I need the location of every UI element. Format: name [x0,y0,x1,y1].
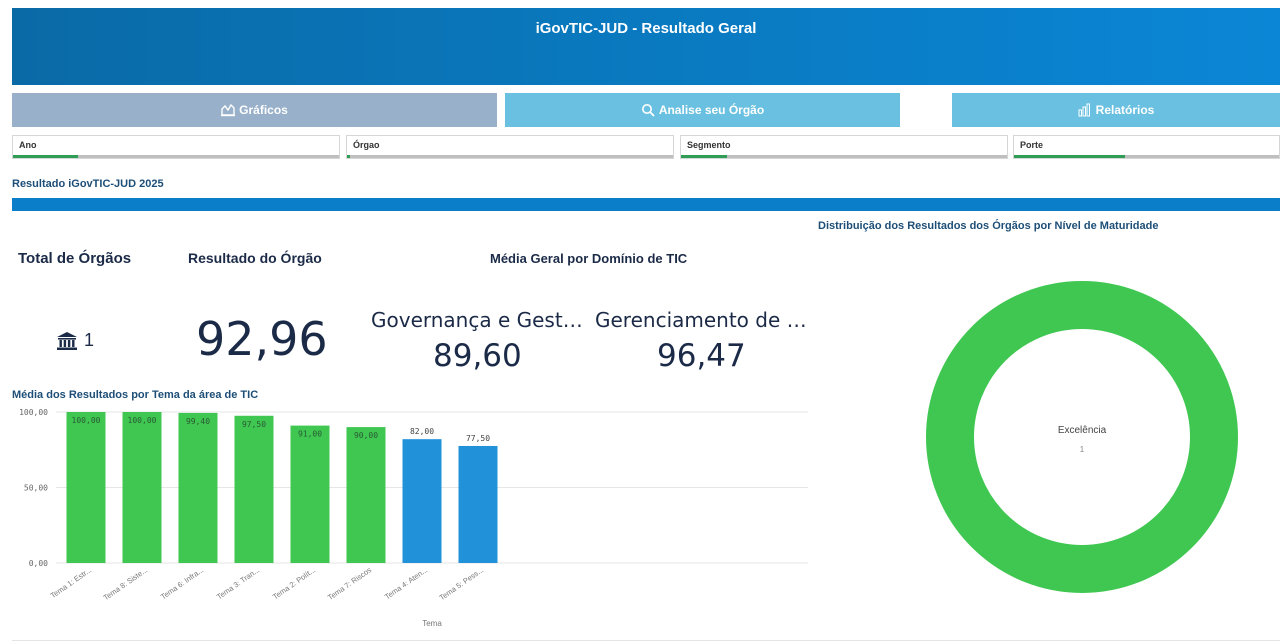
donut-slice[interactable] [926,281,1238,593]
tab-relatorios[interactable]: Relatórios [952,93,1280,127]
filter-ano-label: Ano [19,140,37,150]
page-title: iGovTIC-JUD - Resultado Geral [535,20,757,37]
filter-segmento[interactable]: Segmento [680,135,1008,159]
filter-orgao-track [347,155,673,158]
x-tick-label: Tema 2: Polít... [271,565,317,601]
donut-category-label: Excelência [1058,425,1107,436]
x-tick-label: Tema 8: Siste... [102,565,150,602]
filter-porte-track [1014,155,1279,158]
domain-value-governanca: 89,60 [433,338,522,374]
filter-segmento-track [681,155,1007,158]
bottom-divider [12,640,1280,641]
y-tick-label: 100,00 [19,408,48,417]
y-tick-label: 0,00 [29,559,48,568]
domain-label-governanca: Governança e Gestão de TIC [371,308,585,332]
x-tick-label: Tema 6: Infra... [159,565,205,601]
header-banner: iGovTIC-JUD - Resultado Geral [12,8,1280,85]
x-tick-label: Tema 3: Tran... [215,565,261,601]
domain-value-gerenciamento: 96,47 [657,338,746,374]
x-tick-label: Tema 5: Pess... [438,565,486,602]
bar[interactable] [66,412,106,563]
bar-value-label: 97,50 [242,420,266,429]
tab-analise-orgao[interactable]: Analise seu Órgão [505,93,900,127]
x-tick-label: Tema 7: Riscos [326,565,373,602]
filter-porte-label: Porte [1020,140,1044,150]
tab-analise-label: Analise seu Órgão [658,103,765,117]
total-orgaos-kpi: 1 [56,330,94,351]
section-title: Resultado iGovTIC-JUD 2025 [12,178,164,190]
media-dominio-title: Média Geral por Domínio de TIC [490,251,688,266]
bar-value-label: 82,00 [410,427,434,436]
tab-graficos[interactable]: Gráficos [12,93,497,127]
resultado-orgao-title: Resultado do Órgão [188,250,322,266]
filter-ano[interactable]: Ano [12,135,340,159]
filter-ano-track [13,155,339,158]
donut-chart-title: Distribuição dos Resultados dos Órgãos p… [818,220,1159,232]
report-icon [1078,103,1090,117]
total-orgaos-value: 1 [84,330,95,350]
bar[interactable] [346,427,386,563]
bar-value-label: 77,50 [466,434,490,443]
bar-value-label: 100,00 [128,416,157,425]
filter-porte[interactable]: Porte [1013,135,1280,159]
institution-icon [57,331,77,350]
domain-label-gerenciamento: Gerenciamento de Serviços de TIC [595,308,809,332]
section-divider-bar [12,198,1280,211]
filter-ano-fill [13,155,79,158]
filter-porte-fill [1014,155,1126,158]
x-tick-label: Tema 4: Aten... [383,565,429,601]
bar[interactable] [402,439,442,563]
bar[interactable] [290,425,330,563]
bar-chart-title: Média dos Resultados por Tema da área de… [12,389,259,401]
tab-graficos-label: Gráficos [239,103,288,117]
bar[interactable] [122,412,162,563]
bar[interactable] [178,412,218,563]
bar-chart: 0,00 50,00 100,00 100,00 Tema 1: Estr... 100,… [19,408,808,628]
bar-value-label: 100,00 [72,416,101,425]
bar[interactable] [458,445,498,563]
filter-orgao-label: Órgao [353,140,380,150]
filter-segmento-label: Segmento [687,140,731,150]
resultado-orgao-value: 92,96 [196,312,328,366]
bar-value-label: 90,00 [354,431,378,440]
search-icon [641,104,655,117]
total-orgaos-title: Total de Órgãos [18,250,132,267]
tab-relatorios-label: Relatórios [1095,103,1155,117]
bar-value-label: 91,00 [298,430,322,439]
x-axis-title: Tema [422,619,442,628]
filter-segmento-fill [681,155,727,158]
y-tick-label: 50,00 [24,484,48,493]
filter-orgao[interactable]: Órgao [346,135,674,159]
x-tick-label: Tema 1: Estr... [49,565,93,600]
chart-icon [221,103,236,117]
filter-orgao-fill [347,155,351,158]
donut-chart: Excelência 1 [926,281,1238,593]
donut-value-label: 1 [1080,445,1085,454]
bar-value-label: 99,40 [186,417,210,426]
bar[interactable] [234,415,274,563]
